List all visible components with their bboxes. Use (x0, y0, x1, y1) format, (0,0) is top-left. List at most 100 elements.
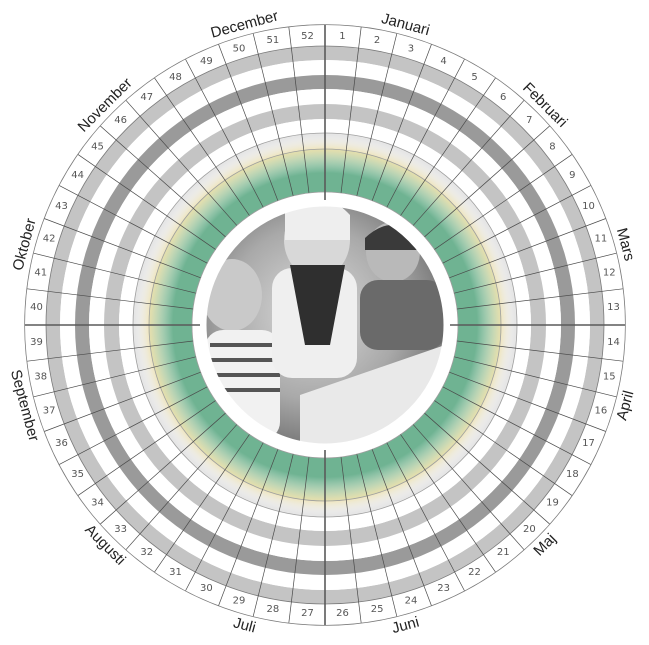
week-divider (434, 154, 573, 250)
week-divider (424, 412, 550, 525)
week-divider (125, 424, 238, 550)
week-number: 26 (336, 608, 349, 619)
week-divider (442, 185, 591, 264)
week-divider (77, 154, 216, 250)
week-divider (371, 449, 432, 606)
week-divider (454, 252, 617, 294)
week-divider (218, 44, 279, 201)
week-divider (386, 442, 465, 591)
week-divider (340, 456, 362, 623)
week-number: 6 (500, 92, 506, 103)
week-divider (456, 340, 623, 362)
week-number: 19 (546, 498, 559, 509)
week-divider (356, 33, 398, 196)
week-number: 9 (569, 170, 575, 181)
week-number: 8 (549, 141, 555, 152)
week-number: 24 (405, 595, 418, 606)
week-number: 51 (267, 35, 280, 46)
week-divider (125, 100, 238, 226)
week-number: 23 (437, 583, 450, 594)
week-divider (288, 456, 310, 623)
week-number: 28 (267, 604, 280, 615)
week-divider (154, 77, 250, 216)
week-number: 44 (71, 170, 84, 181)
week-divider (27, 288, 194, 310)
week-number-labels: 1 234567891011121314151617181920212223242… (30, 31, 620, 619)
week-divider (185, 442, 264, 591)
month-label: Juni (390, 614, 421, 638)
week-divider (412, 424, 525, 550)
week-divider (449, 218, 606, 279)
week-divider (100, 412, 226, 525)
week-number: 31 (169, 567, 182, 578)
week-number: 47 (140, 92, 153, 103)
week-divider (371, 44, 432, 201)
week-number: 20 (523, 524, 536, 535)
week-number: 2 (374, 35, 380, 46)
week-number: 29 (233, 595, 246, 606)
week-number: 17 (582, 438, 595, 449)
week-number: 16 (595, 405, 608, 416)
week-number: 25 (371, 604, 384, 615)
week-number: 46 (114, 115, 127, 126)
week-divider (77, 400, 216, 496)
week-number: 14 (607, 337, 620, 348)
week-divider (434, 400, 573, 496)
week-number: 40 (30, 302, 43, 313)
week-number: 5 (471, 72, 477, 83)
week-number: 33 (114, 524, 127, 535)
week-divider (27, 340, 194, 362)
week-number: 43 (55, 201, 68, 212)
week-divider (456, 288, 623, 310)
week-number: 42 (43, 234, 56, 245)
week-divider (340, 27, 362, 194)
week-divider (386, 59, 465, 208)
center-photo (205, 205, 445, 445)
week-divider (33, 356, 196, 398)
week-divider (252, 454, 294, 617)
week-number: 49 (200, 56, 213, 67)
week-number: 50 (233, 44, 246, 55)
week-divider (400, 77, 496, 216)
week-number: 32 (140, 547, 153, 558)
week-divider (218, 449, 279, 606)
week-number: 21 (497, 547, 510, 558)
week-divider (442, 386, 591, 465)
week-divider (288, 27, 310, 194)
week-number: 52 (301, 31, 314, 42)
week-divider (454, 356, 617, 398)
week-divider (412, 100, 525, 226)
week-divider (59, 185, 208, 264)
week-number: 18 (566, 469, 579, 480)
week-number: 37 (43, 405, 56, 416)
week-number: 15 (603, 372, 616, 383)
week-number: 27 (301, 608, 314, 619)
week-number: 4 (440, 56, 446, 67)
week-number: 30 (200, 583, 213, 594)
month-label: Juli (231, 614, 257, 636)
week-divider (44, 371, 201, 432)
week-number: 1 (339, 31, 345, 42)
week-divider (154, 434, 250, 573)
week-number: 36 (55, 438, 68, 449)
week-number: 7 (526, 115, 532, 126)
week-divider (449, 371, 606, 432)
week-divider (356, 454, 398, 617)
week-divider (59, 386, 208, 465)
week-divider (185, 59, 264, 208)
week-number: 39 (30, 337, 43, 348)
week-dividers (25, 25, 625, 625)
week-divider (33, 252, 196, 294)
photo-frame (203, 203, 447, 447)
week-number: 41 (34, 267, 47, 278)
week-number: 3 (408, 44, 414, 55)
week-divider (400, 434, 496, 573)
week-number: 12 (603, 267, 616, 278)
week-number: 10 (582, 201, 595, 212)
week-divider (252, 33, 294, 196)
week-number: 38 (34, 372, 47, 383)
week-divider (424, 125, 550, 238)
week-number: 13 (607, 302, 620, 313)
